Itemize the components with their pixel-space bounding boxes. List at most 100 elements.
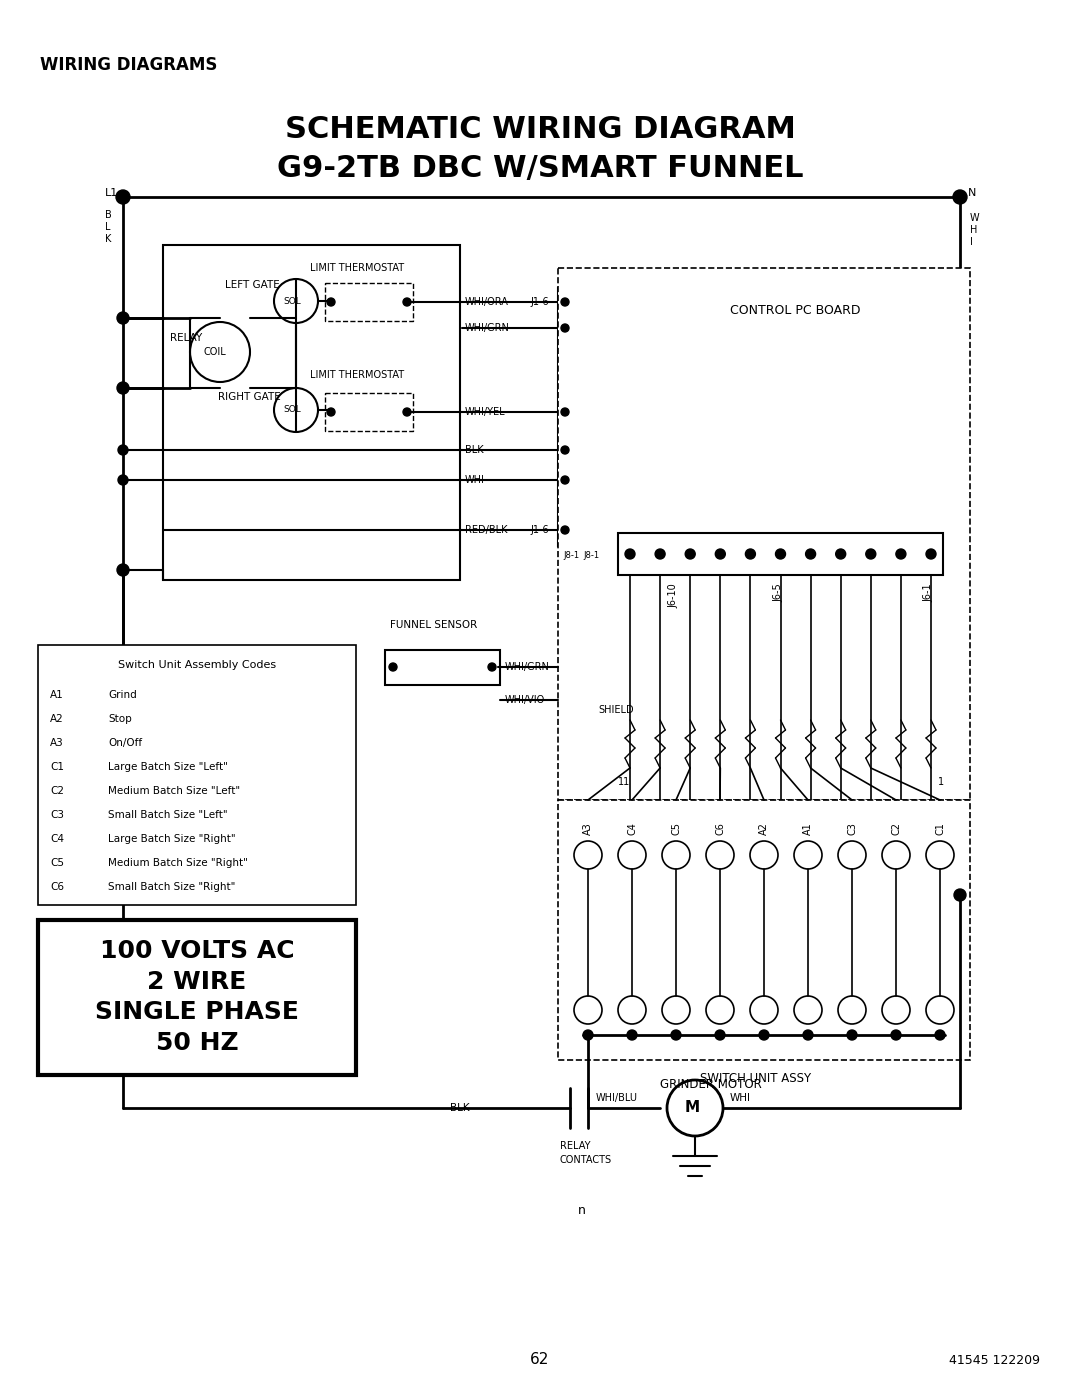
Text: WHI: WHI bbox=[730, 1092, 751, 1104]
Text: 11: 11 bbox=[618, 777, 631, 787]
Text: WHI/YEL: WHI/YEL bbox=[465, 407, 505, 416]
Text: GRINDER MOTOR: GRINDER MOTOR bbox=[660, 1078, 761, 1091]
Text: A2: A2 bbox=[50, 714, 64, 724]
Circle shape bbox=[561, 324, 569, 332]
Circle shape bbox=[806, 549, 815, 559]
Circle shape bbox=[953, 190, 967, 204]
Circle shape bbox=[627, 1030, 637, 1039]
Text: RELAY: RELAY bbox=[561, 1141, 591, 1151]
Circle shape bbox=[836, 549, 846, 559]
Text: WHI/BLU: WHI/BLU bbox=[596, 1092, 638, 1104]
Text: WHI: WHI bbox=[465, 475, 485, 485]
Text: SOL: SOL bbox=[283, 405, 300, 415]
Circle shape bbox=[662, 996, 690, 1024]
Circle shape bbox=[274, 388, 318, 432]
Text: Switch Unit Assembly Codes: Switch Unit Assembly Codes bbox=[118, 659, 276, 671]
Circle shape bbox=[882, 841, 910, 869]
Text: A3: A3 bbox=[50, 738, 64, 747]
Circle shape bbox=[118, 475, 129, 485]
Circle shape bbox=[838, 841, 866, 869]
Text: C5: C5 bbox=[50, 858, 64, 868]
Bar bbox=[38, 921, 356, 1076]
Text: C4: C4 bbox=[50, 834, 64, 844]
Bar bbox=[325, 393, 413, 432]
Circle shape bbox=[866, 549, 876, 559]
Text: Small Batch Size "Right": Small Batch Size "Right" bbox=[108, 882, 235, 893]
Text: WIRING DIAGRAMS: WIRING DIAGRAMS bbox=[40, 56, 217, 74]
Text: n: n bbox=[578, 1203, 585, 1217]
Circle shape bbox=[715, 1030, 725, 1039]
Text: WHI/VIO: WHI/VIO bbox=[505, 694, 545, 705]
Bar bbox=[384, 650, 500, 685]
Circle shape bbox=[561, 527, 569, 534]
Text: C2: C2 bbox=[891, 821, 901, 835]
Circle shape bbox=[561, 446, 569, 454]
Circle shape bbox=[327, 408, 335, 416]
Text: C3: C3 bbox=[847, 821, 858, 835]
Circle shape bbox=[573, 841, 602, 869]
Text: I: I bbox=[970, 237, 973, 247]
Text: Medium Batch Size "Right": Medium Batch Size "Right" bbox=[108, 858, 248, 868]
Text: J6-5: J6-5 bbox=[773, 583, 783, 602]
Bar bbox=[558, 800, 970, 1060]
Circle shape bbox=[750, 841, 778, 869]
Circle shape bbox=[583, 1030, 593, 1039]
Text: M: M bbox=[685, 1101, 700, 1115]
Text: K: K bbox=[105, 235, 111, 244]
Text: Medium Batch Size "Left": Medium Batch Size "Left" bbox=[108, 787, 240, 796]
Text: On/Off: On/Off bbox=[108, 738, 143, 747]
Circle shape bbox=[882, 996, 910, 1024]
Circle shape bbox=[662, 841, 690, 869]
Text: SCHEMATIC WIRING DIAGRAM: SCHEMATIC WIRING DIAGRAM bbox=[284, 116, 796, 144]
Text: CONTACTS: CONTACTS bbox=[561, 1155, 612, 1165]
Circle shape bbox=[274, 279, 318, 323]
Circle shape bbox=[389, 664, 397, 671]
Text: B: B bbox=[105, 210, 111, 219]
Text: J8-1: J8-1 bbox=[583, 552, 599, 560]
Text: 100 VOLTS AC
2 WIRE
SINGLE PHASE
50 HZ: 100 VOLTS AC 2 WIRE SINGLE PHASE 50 HZ bbox=[95, 939, 299, 1055]
Circle shape bbox=[847, 1030, 858, 1039]
Text: Large Batch Size "Right": Large Batch Size "Right" bbox=[108, 834, 235, 844]
Text: A2: A2 bbox=[759, 821, 769, 835]
Circle shape bbox=[327, 298, 335, 306]
Text: A1: A1 bbox=[804, 823, 813, 835]
Circle shape bbox=[926, 996, 954, 1024]
Circle shape bbox=[926, 841, 954, 869]
Text: CONTROL PC BOARD: CONTROL PC BOARD bbox=[730, 303, 861, 317]
Text: Small Batch Size "Left": Small Batch Size "Left" bbox=[108, 810, 228, 820]
Circle shape bbox=[896, 549, 906, 559]
Text: G9-2TB DBC W/SMART FUNNEL: G9-2TB DBC W/SMART FUNNEL bbox=[276, 154, 804, 183]
Text: RELAY: RELAY bbox=[170, 332, 202, 344]
Text: Large Batch Size "Left": Large Batch Size "Left" bbox=[108, 761, 228, 773]
Text: A1: A1 bbox=[50, 690, 64, 700]
Circle shape bbox=[561, 408, 569, 416]
Bar bbox=[38, 645, 356, 905]
Text: W: W bbox=[970, 212, 980, 224]
Circle shape bbox=[685, 549, 696, 559]
Text: LIMIT THERMOSTAT: LIMIT THERMOSTAT bbox=[310, 370, 404, 380]
Circle shape bbox=[116, 190, 130, 204]
Circle shape bbox=[118, 446, 129, 455]
Text: J6-1: J6-1 bbox=[923, 583, 933, 602]
Circle shape bbox=[935, 1030, 945, 1039]
Text: RED/BLK: RED/BLK bbox=[465, 525, 508, 535]
Text: BLK: BLK bbox=[465, 446, 484, 455]
Circle shape bbox=[706, 841, 734, 869]
Circle shape bbox=[403, 408, 411, 416]
Text: C2: C2 bbox=[50, 787, 64, 796]
Text: SOL: SOL bbox=[283, 296, 300, 306]
Text: 41545 122209: 41545 122209 bbox=[949, 1354, 1040, 1366]
Text: L: L bbox=[105, 222, 110, 232]
Circle shape bbox=[745, 549, 755, 559]
Text: Stop: Stop bbox=[108, 714, 132, 724]
Circle shape bbox=[488, 664, 496, 671]
Circle shape bbox=[667, 1080, 723, 1136]
Text: 1: 1 bbox=[939, 777, 944, 787]
Text: C3: C3 bbox=[50, 810, 64, 820]
Circle shape bbox=[891, 1030, 901, 1039]
Circle shape bbox=[794, 996, 822, 1024]
Circle shape bbox=[618, 841, 646, 869]
Circle shape bbox=[625, 549, 635, 559]
Text: 62: 62 bbox=[530, 1352, 550, 1368]
Text: J1-6: J1-6 bbox=[530, 525, 549, 535]
